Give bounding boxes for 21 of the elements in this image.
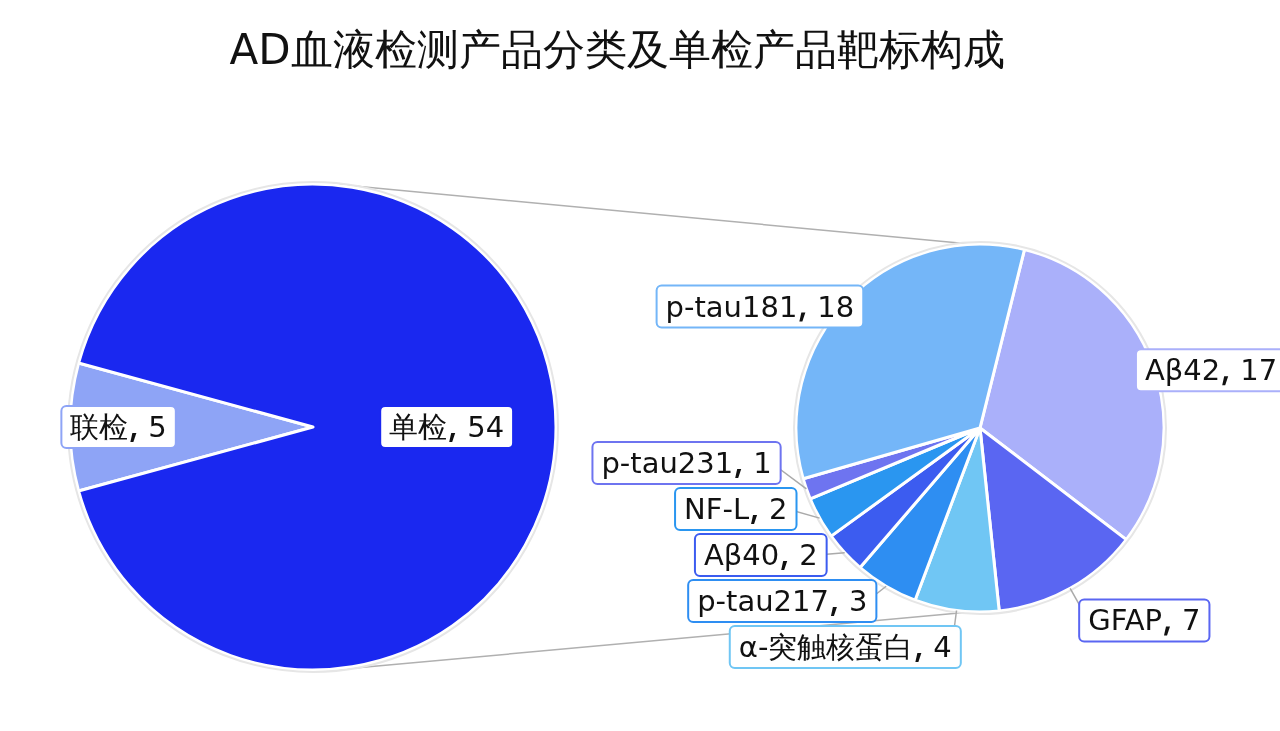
slice-label: 单检: [389, 410, 448, 444]
chart-title: AD血液检测产品分类及单检产品靶标构成: [229, 25, 1005, 74]
slice-label: p-tau181: [665, 289, 798, 324]
slice-label: Aβ40: [703, 537, 780, 572]
slice-label: Aβ42: [1144, 353, 1221, 388]
data-label: 5: [148, 410, 167, 444]
data-label: 54: [467, 410, 505, 444]
slice-label: 联检: [70, 410, 129, 444]
data-label: 7: [1182, 603, 1201, 638]
data-label: 18: [817, 289, 855, 324]
data-label: 1: [753, 445, 772, 480]
slice-label: p-tau217: [697, 583, 829, 618]
slice-label: α-突触核蛋白: [738, 629, 914, 664]
slice-label: NF-L: [684, 491, 750, 526]
data-label: 2: [799, 537, 818, 572]
data-label: 4: [933, 629, 952, 664]
slice-label: GFAP: [1088, 603, 1162, 638]
data-label: 3: [848, 583, 868, 618]
data-label: 17: [1240, 353, 1278, 388]
slice-label: p-tau231: [601, 445, 734, 480]
data-label: 2: [769, 491, 788, 526]
